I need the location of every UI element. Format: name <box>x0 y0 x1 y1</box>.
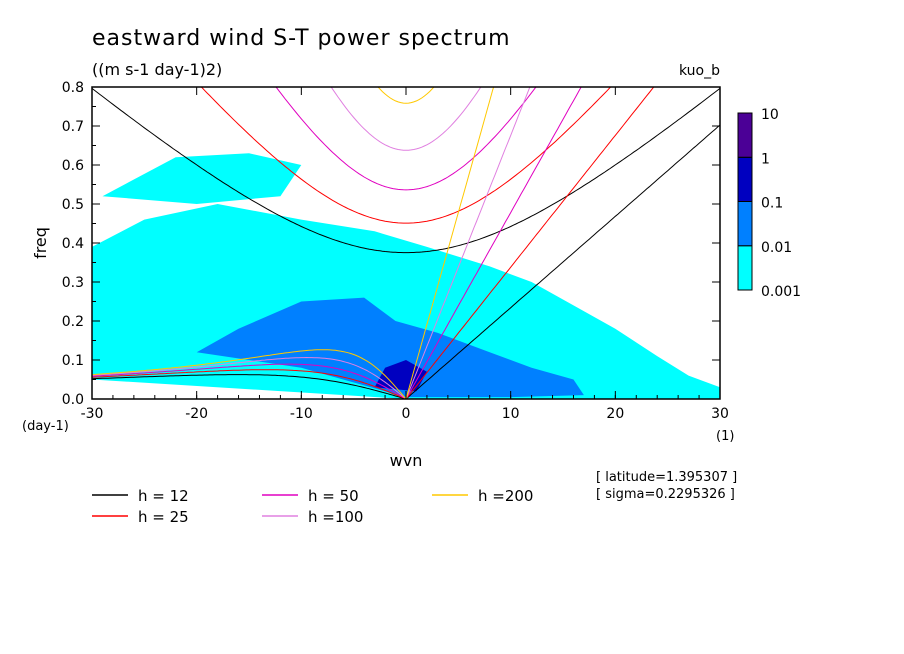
rossby-curve-3 <box>92 356 407 399</box>
gravity-curve-2 <box>275 87 537 191</box>
kelvin-curve-1 <box>405 87 655 399</box>
kelvin-curve-2 <box>405 87 582 399</box>
legend-entry: h = 50 <box>308 487 359 505</box>
plot-area: -30 -20 -10 0 10 20 30 0.00.10.20.30.40.50.60.… <box>62 80 729 422</box>
colorbar-band <box>737 156 753 202</box>
legend-entry: h =100 <box>308 508 363 526</box>
x-tick-label: -20 <box>185 406 208 422</box>
power-region-3 <box>374 360 427 392</box>
chart-subtitle: ((m s-1 day-1)2) <box>92 60 222 79</box>
power-region-1 <box>102 153 302 204</box>
rossby-curve-0 <box>92 374 407 399</box>
power-region-2 <box>196 297 584 398</box>
x-unit-label: (1) <box>716 429 734 444</box>
gravity-curve-4 <box>377 87 435 104</box>
gravity-curve-0 <box>92 87 720 254</box>
legend-entry: h =200 <box>478 487 533 505</box>
rossby-curve-2 <box>92 363 407 399</box>
y-axis-label: freq <box>31 227 50 259</box>
legend: h = 12 h = 25 h = 50 h =100 h =200 <box>92 487 533 526</box>
sigma-annotation: [ sigma=0.2295326 ] <box>596 487 735 502</box>
y-tick-label: 0.8 <box>62 80 84 96</box>
chart-title: eastward wind S-T power spectrum <box>92 26 511 51</box>
x-axis-label: wvn <box>390 451 423 470</box>
colorbar-label: 1 <box>761 151 770 167</box>
rossby-curve-4 <box>92 349 407 399</box>
x-axis: -30 -20 -10 0 10 20 30 <box>81 87 729 422</box>
y-tick-label: 0.7 <box>62 119 84 135</box>
y-tick-label: 0.5 <box>62 197 84 213</box>
power-regions <box>92 153 720 399</box>
y-tick-label: 0.1 <box>62 353 84 369</box>
x-tick-label: -30 <box>81 406 104 422</box>
kelvin-curve-0 <box>405 124 720 399</box>
y-axis: 0.0 0.1 0.2 0.3 0.4 0.5 0.6 0.7 0.8 <box>62 80 720 408</box>
x-tick-label: -10 <box>290 406 313 422</box>
gravity-curve-3 <box>330 87 482 151</box>
y-tick-label: 0.2 <box>62 314 84 330</box>
colorbar-label: 0.01 <box>761 240 792 256</box>
latitude-annotation: [ latitude=1.395307 ] <box>596 470 737 485</box>
y-tick-label: 0.0 <box>62 392 84 408</box>
x-tick-label: 0 <box>402 406 411 422</box>
colorbar-label: 0.001 <box>761 284 801 300</box>
legend-entry: h = 12 <box>138 487 189 505</box>
kelvin-curve-4 <box>405 87 495 399</box>
y-unit-label: (day-1) <box>22 419 69 434</box>
rossby-curve-1 <box>92 369 407 399</box>
x-tick-label: 20 <box>606 406 624 422</box>
kelvin-curve-3 <box>405 87 531 399</box>
y-tick-label: 0.6 <box>62 158 84 174</box>
colorbar-band <box>737 201 753 247</box>
dispersion-curves <box>92 87 720 399</box>
colorbar-label: 10 <box>761 107 779 123</box>
colorbar: 0.001 0.01 0.1 1 10 <box>737 107 801 300</box>
x-tick-label: 30 <box>711 406 729 422</box>
x-tick-label: 10 <box>502 406 520 422</box>
experiment-label: kuo_b <box>679 63 720 79</box>
y-tick-label: 0.4 <box>62 236 84 252</box>
legend-entry: h = 25 <box>138 508 189 526</box>
colorbar-band <box>737 112 753 158</box>
y-tick-label: 0.3 <box>62 275 84 291</box>
gravity-curve-1 <box>200 87 612 224</box>
colorbar-label: 0.1 <box>761 196 783 212</box>
colorbar-band <box>737 245 753 291</box>
